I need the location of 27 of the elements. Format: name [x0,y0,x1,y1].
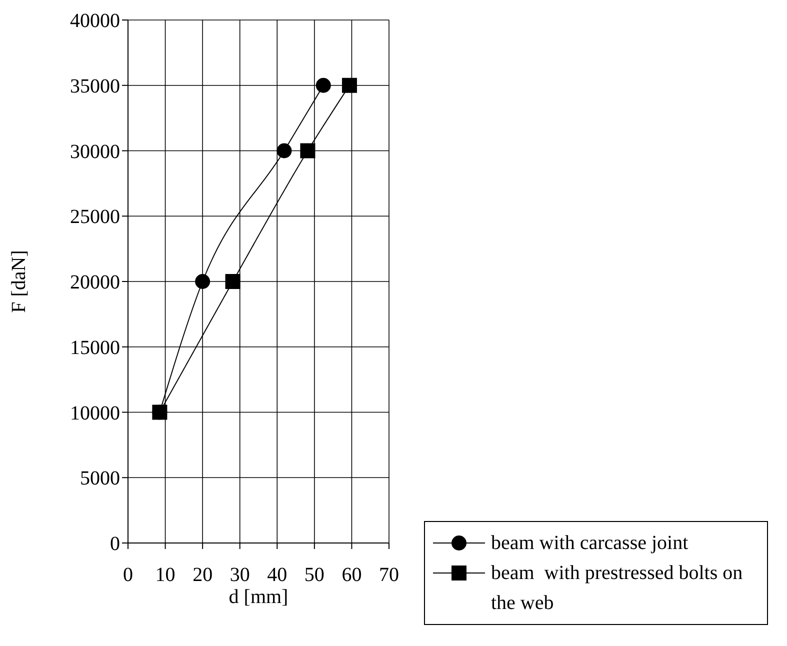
legend-label: beam with prestressed bolts on the web [491,561,744,616]
x-tick-label: 10 [155,564,176,586]
x-axis-title: d [mm] [228,586,288,608]
x-tick-label: 30 [230,564,250,586]
y-tick-label: 35000 [70,75,120,98]
y-tick-label: 5000 [80,468,120,490]
y-tick-label: 0 [110,533,120,556]
y-tick-label: 25000 [70,206,120,228]
point [276,143,292,158]
point [195,274,210,289]
y-axis-title: F [daN] [8,250,30,313]
y-tick-label: 30000 [70,140,120,163]
x-tick-label: 40 [267,564,288,586]
x-tick-label: 50 [304,564,324,586]
y-tick-label: 10000 [70,402,120,424]
x-tick-label: 70 [379,564,399,586]
point [300,143,316,158]
y-tick-label: 15000 [70,336,120,359]
legend-label: beam with carcasse joint [491,531,688,556]
x-tick-label: 20 [192,564,213,586]
y-tick-label: 20000 [70,272,120,294]
point [342,78,357,93]
point [152,404,168,420]
point [316,78,331,93]
x-tick-label: 60 [342,564,362,586]
point [225,274,240,289]
y-tick-label: 40000 [70,10,120,32]
